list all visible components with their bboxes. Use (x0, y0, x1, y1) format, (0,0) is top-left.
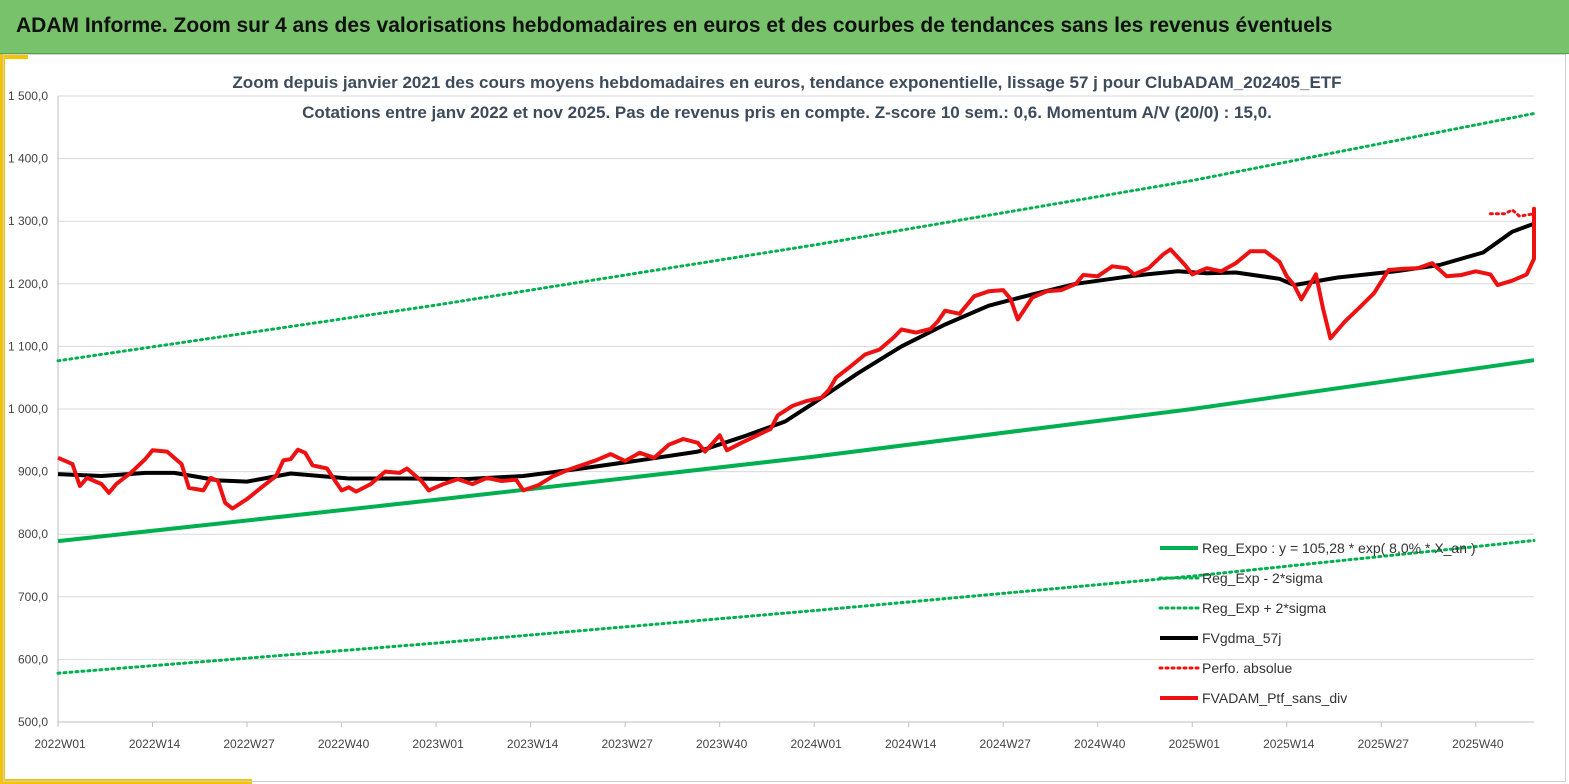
x-tick-label: 2022W14 (129, 737, 181, 751)
legend-label: Reg_Expo : y = 105,28 * exp( 8,0% * X_an… (1202, 540, 1476, 556)
y-tick-label: 1 100,0 (8, 339, 48, 353)
series-line (56, 112, 1536, 363)
x-tick-label: 2024W40 (1074, 737, 1126, 751)
series-lines (56, 112, 1536, 675)
x-tick-label: 2024W01 (790, 737, 842, 751)
y-tick-label: 1 300,0 (8, 214, 48, 228)
y-tick-label: 800,0 (18, 527, 48, 541)
x-tick-label: 2022W27 (223, 737, 275, 751)
x-tick-label: 2024W27 (980, 737, 1032, 751)
report-banner: ADAM Informe. Zoom sur 4 ans des valoris… (0, 0, 1569, 54)
x-tick-label: 2025W40 (1452, 737, 1504, 751)
y-tick-label: 700,0 (18, 590, 48, 604)
series-line (1488, 208, 1536, 218)
accent-bar-top (0, 54, 28, 59)
legend-label: Reg_Exp - 2*sigma (1202, 570, 1323, 586)
series-line (57, 221, 1535, 484)
legend-label: Reg_Exp + 2*sigma (1202, 600, 1326, 616)
x-tick-label: 2023W40 (696, 737, 748, 751)
x-tick-label: 2025W01 (1169, 737, 1221, 751)
y-tick-label: 600,0 (18, 652, 48, 666)
x-tick-label: 2023W27 (601, 737, 653, 751)
chart-title-line: Zoom depuis janvier 2021 des cours moyen… (232, 73, 1341, 92)
y-tick-label: 900,0 (18, 465, 48, 479)
x-tick-label: 2024W14 (885, 737, 937, 751)
y-tick-label: 1 200,0 (8, 277, 48, 291)
series-line (57, 206, 1536, 511)
chart-title: Zoom depuis janvier 2021 des cours moyen… (232, 73, 1341, 122)
x-tick-label: 2022W40 (318, 737, 370, 751)
x-tick-label: 2025W27 (1358, 737, 1410, 751)
axes (57, 96, 1534, 727)
x-tick-label: 2022W01 (34, 737, 86, 751)
legend-label: Perfo. absolue (1202, 660, 1292, 676)
x-tick-label: 2025W14 (1263, 737, 1315, 751)
x-tick-label: 2023W14 (507, 737, 559, 751)
y-tick-label: 1 000,0 (8, 402, 48, 416)
legend-label: FVgdma_57j (1202, 630, 1281, 646)
chart-legend: Reg_Expo : y = 105,28 * exp( 8,0% * X_an… (1158, 540, 1476, 706)
series-line (56, 539, 1536, 675)
grid-lines (58, 95, 1534, 723)
chart-title-line: Cotations entre janv 2022 et nov 2025. P… (302, 103, 1272, 122)
report-title: ADAM Informe. Zoom sur 4 ans des valoris… (16, 14, 1333, 37)
x-axis-tick-labels: 2022W01 2022W14 2022W27 2022W40 2023W01 2023W… (34, 737, 1504, 751)
y-tick-label: 500,0 (18, 715, 48, 729)
chart-frame (3, 54, 1566, 782)
y-tick-label: 1 400,0 (8, 152, 48, 166)
y-axis-tick-labels: 500,0 600,0 700,0 800,0 900,0 1 000,0 1 100,0 1… (8, 89, 48, 729)
series-line (57, 358, 1535, 544)
y-tick-label: 1 500,0 (8, 89, 48, 103)
x-tick-label: 2023W01 (412, 737, 464, 751)
accent-bar-left (0, 54, 5, 784)
legend-label: FVADAM_Ptf_sans_div (1202, 690, 1347, 706)
